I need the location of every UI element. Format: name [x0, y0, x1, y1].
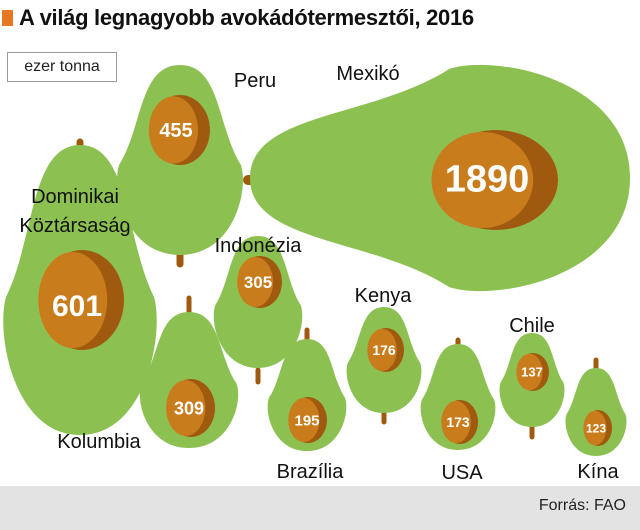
avocado-chart: 1890 Mexikó 601 Dominikai Köztársaság 455 Peru…	[3, 63, 630, 484]
category-label: Mexikó	[336, 63, 399, 85]
value-label: 176	[372, 342, 396, 358]
avocado-kína: 123 Kína	[565, 357, 627, 483]
avocado-chile: 137 Chile	[499, 315, 565, 440]
avocado-kenya: 176 Kenya	[346, 285, 422, 425]
category-label: Indonézia	[215, 235, 303, 257]
value-label: 601	[52, 290, 102, 323]
category-label: Kína	[577, 461, 619, 483]
value-label: 123	[586, 421, 606, 435]
seed-highlight-mark	[38, 252, 108, 348]
avocado-mexikó: 1890 Mexikó	[243, 63, 630, 292]
avocado-indonézia: 305 Indonézia	[213, 235, 303, 385]
value-label: 455	[159, 120, 192, 142]
seed-highlight-mark	[367, 328, 397, 372]
unit-label: ezer tonna	[7, 52, 117, 82]
seed-highlight-mark	[431, 132, 534, 228]
value-label: 309	[174, 398, 204, 418]
source-note: Forrás: FAO	[538, 497, 626, 514]
category-label: Köztársaság	[19, 215, 130, 237]
avocado-dominikai-köztársaság: 601 Dominikai Köztársaság	[3, 138, 157, 435]
title-row: A világ legnagyobb avokádótermesztői, 20…	[0, 0, 474, 36]
category-label: Brazília	[277, 461, 345, 483]
seed-highlight-mark	[148, 96, 198, 164]
value-label: 305	[244, 273, 272, 292]
category-label: USA	[441, 462, 483, 484]
seed-highlight-mark	[441, 400, 471, 444]
category-label: Dominikai	[31, 186, 119, 208]
category-label: Kenya	[355, 285, 413, 307]
avocado-brazília: 195 Brazília	[267, 327, 347, 483]
avocado-kolumbia: 309 Kolumbia	[57, 295, 239, 453]
title-accent-mark	[2, 10, 13, 26]
seed-highlight-mark	[516, 353, 543, 391]
seed-highlight-mark	[166, 380, 206, 436]
value-label: 173	[446, 414, 470, 430]
seed-highlight-mark	[583, 410, 607, 446]
seed-highlight-mark	[237, 257, 274, 307]
value-label: 195	[294, 412, 319, 429]
avocado-usa: 173 USA	[420, 337, 496, 484]
chart-title: A világ legnagyobb avokádótermesztői, 20…	[19, 5, 474, 30]
avocado-peru: 455 Peru	[117, 65, 276, 268]
value-label: 1890	[445, 159, 530, 201]
value-label: 137	[521, 365, 543, 380]
category-label: Peru	[234, 70, 276, 92]
category-label: Chile	[509, 315, 555, 337]
footer: Forrás: FAO	[0, 486, 640, 530]
seed-highlight-mark	[288, 397, 320, 443]
category-label: Kolumbia	[57, 431, 141, 453]
